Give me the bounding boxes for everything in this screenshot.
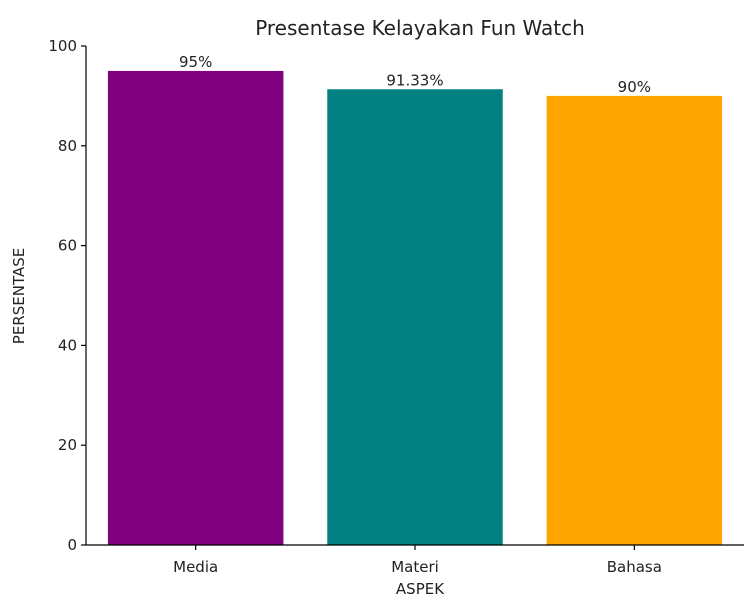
y-axis-ticks: 0 20 40 60 80 100: [48, 37, 86, 554]
data-labels-group: 95% 91.33% 90%: [179, 53, 651, 96]
x-axis-label: ASPEK: [396, 580, 445, 598]
x-tick-label: Bahasa: [607, 558, 662, 576]
bars-group: [107, 70, 723, 546]
y-tick-label: 40: [58, 336, 77, 354]
bar-media: [107, 70, 284, 545]
x-tick-label: Media: [173, 558, 218, 576]
data-label-media: 95%: [179, 53, 212, 71]
bar-materi: [327, 89, 503, 545]
y-tick-label: 60: [58, 237, 77, 255]
x-axis-ticks: Media Materi Bahasa: [173, 545, 662, 576]
bar-bahasa: [546, 95, 723, 546]
data-label-bahasa: 90%: [618, 78, 651, 96]
y-tick-label: 20: [58, 436, 77, 454]
y-tick-label: 100: [48, 37, 77, 55]
y-tick-label: 0: [67, 536, 77, 554]
chart-title: Presentase Kelayakan Fun Watch: [255, 16, 585, 40]
data-label-materi: 91.33%: [386, 71, 443, 89]
y-axis-label: PERSENTASE: [10, 248, 28, 344]
y-tick-label: 80: [58, 137, 77, 155]
x-tick-label: Materi: [391, 558, 439, 576]
